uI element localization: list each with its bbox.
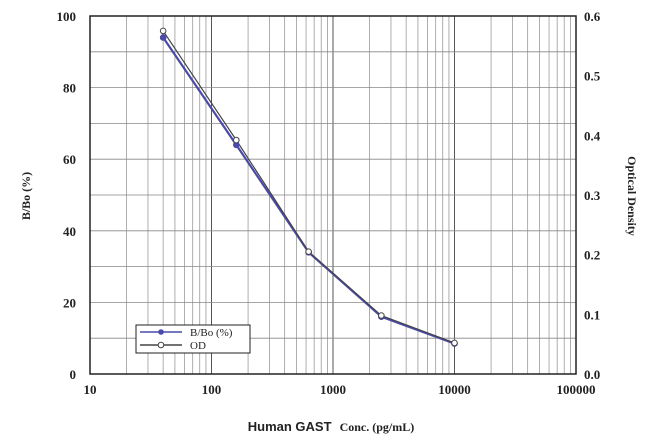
y-tick-label: 40	[63, 224, 76, 239]
legend-marker-bbo	[158, 329, 164, 335]
legend-label-od: OD	[190, 340, 206, 352]
x-axis-title-unit: Conc. (pg/mL)	[340, 420, 415, 434]
legend-label-bbo: B/Bo (%)	[190, 327, 233, 339]
y-tick-label: 60	[63, 152, 76, 167]
x-tick-label: 10	[84, 382, 97, 397]
y-tick-label: 100	[57, 9, 77, 24]
data-point-od	[305, 248, 312, 255]
series-line-bbo	[162, 36, 455, 345]
y-tick-label: 20	[63, 295, 76, 310]
y2-tick-label: 0.5	[584, 69, 601, 84]
x-tick-label: 1000	[320, 382, 346, 397]
grid-lines	[89, 15, 577, 375]
data-point-od	[233, 136, 240, 144]
plot-frame	[89, 15, 577, 375]
tick-labels: 10 100 1000 10000 100000 0 20 40 60 80 100 0.0 0.1 0.…	[57, 9, 601, 397]
x-axis-title: Human GAST Conc. (pg/mL)	[248, 418, 414, 435]
data-point-od	[451, 339, 458, 347]
y-axis-title: B/Bo (%)	[19, 172, 33, 220]
y2-tick-label: 0.4	[584, 128, 601, 143]
y2-tick-label: 0.3	[584, 188, 601, 203]
data-point-od	[159, 27, 167, 35]
data-point-bbo	[159, 34, 167, 41]
data-point-od	[378, 312, 385, 319]
x-tick-label: 100000	[557, 382, 596, 397]
series-line-od	[162, 30, 455, 344]
y2-tick-label: 0.1	[584, 307, 600, 322]
x-tick-label: 10000	[438, 382, 471, 397]
y2-axis-title: Optical Density	[625, 156, 639, 236]
x-tick-label: 100	[202, 382, 222, 397]
y2-tick-label: 0.0	[584, 367, 600, 382]
legend-marker-od	[157, 341, 165, 349]
x-axis-title-main: Human GAST	[248, 419, 332, 434]
y2-tick-label: 0.2	[584, 248, 600, 263]
y-tick-label: 0	[70, 367, 77, 382]
y2-tick-label: 0.6	[584, 9, 601, 24]
series-layer	[159, 27, 458, 347]
legend: B/Bo (%) OD	[135, 324, 251, 354]
y-tick-label: 80	[63, 81, 76, 96]
legend-box	[135, 324, 251, 354]
